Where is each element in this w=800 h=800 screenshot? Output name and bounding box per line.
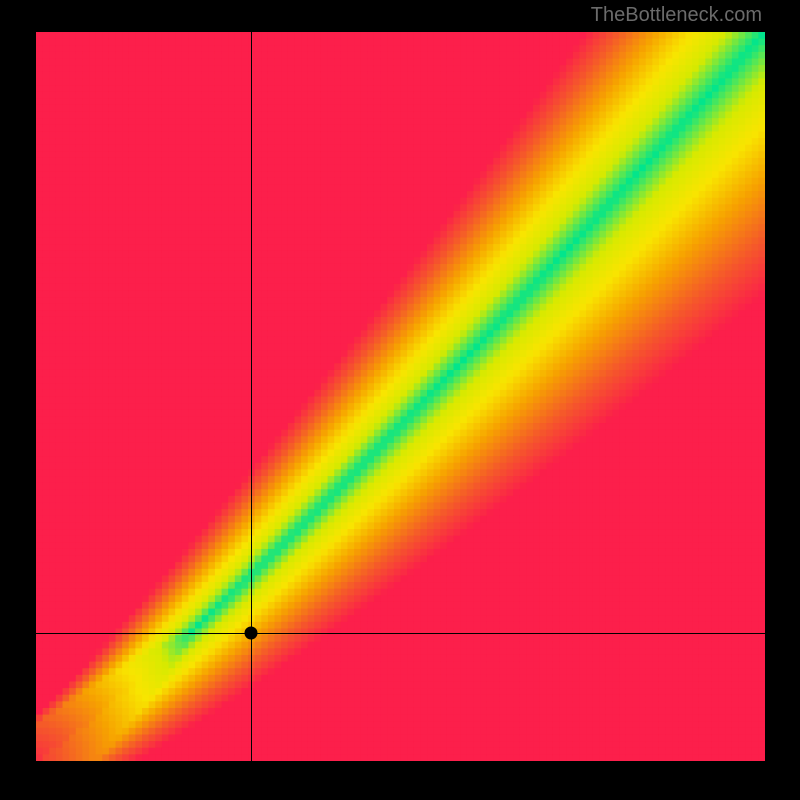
heatmap-canvas — [36, 32, 765, 761]
heatmap-plot — [36, 32, 765, 761]
crosshair-vertical — [251, 32, 252, 761]
selection-marker — [245, 627, 258, 640]
crosshair-horizontal — [36, 633, 765, 634]
watermark-text: TheBottleneck.com — [591, 4, 762, 27]
